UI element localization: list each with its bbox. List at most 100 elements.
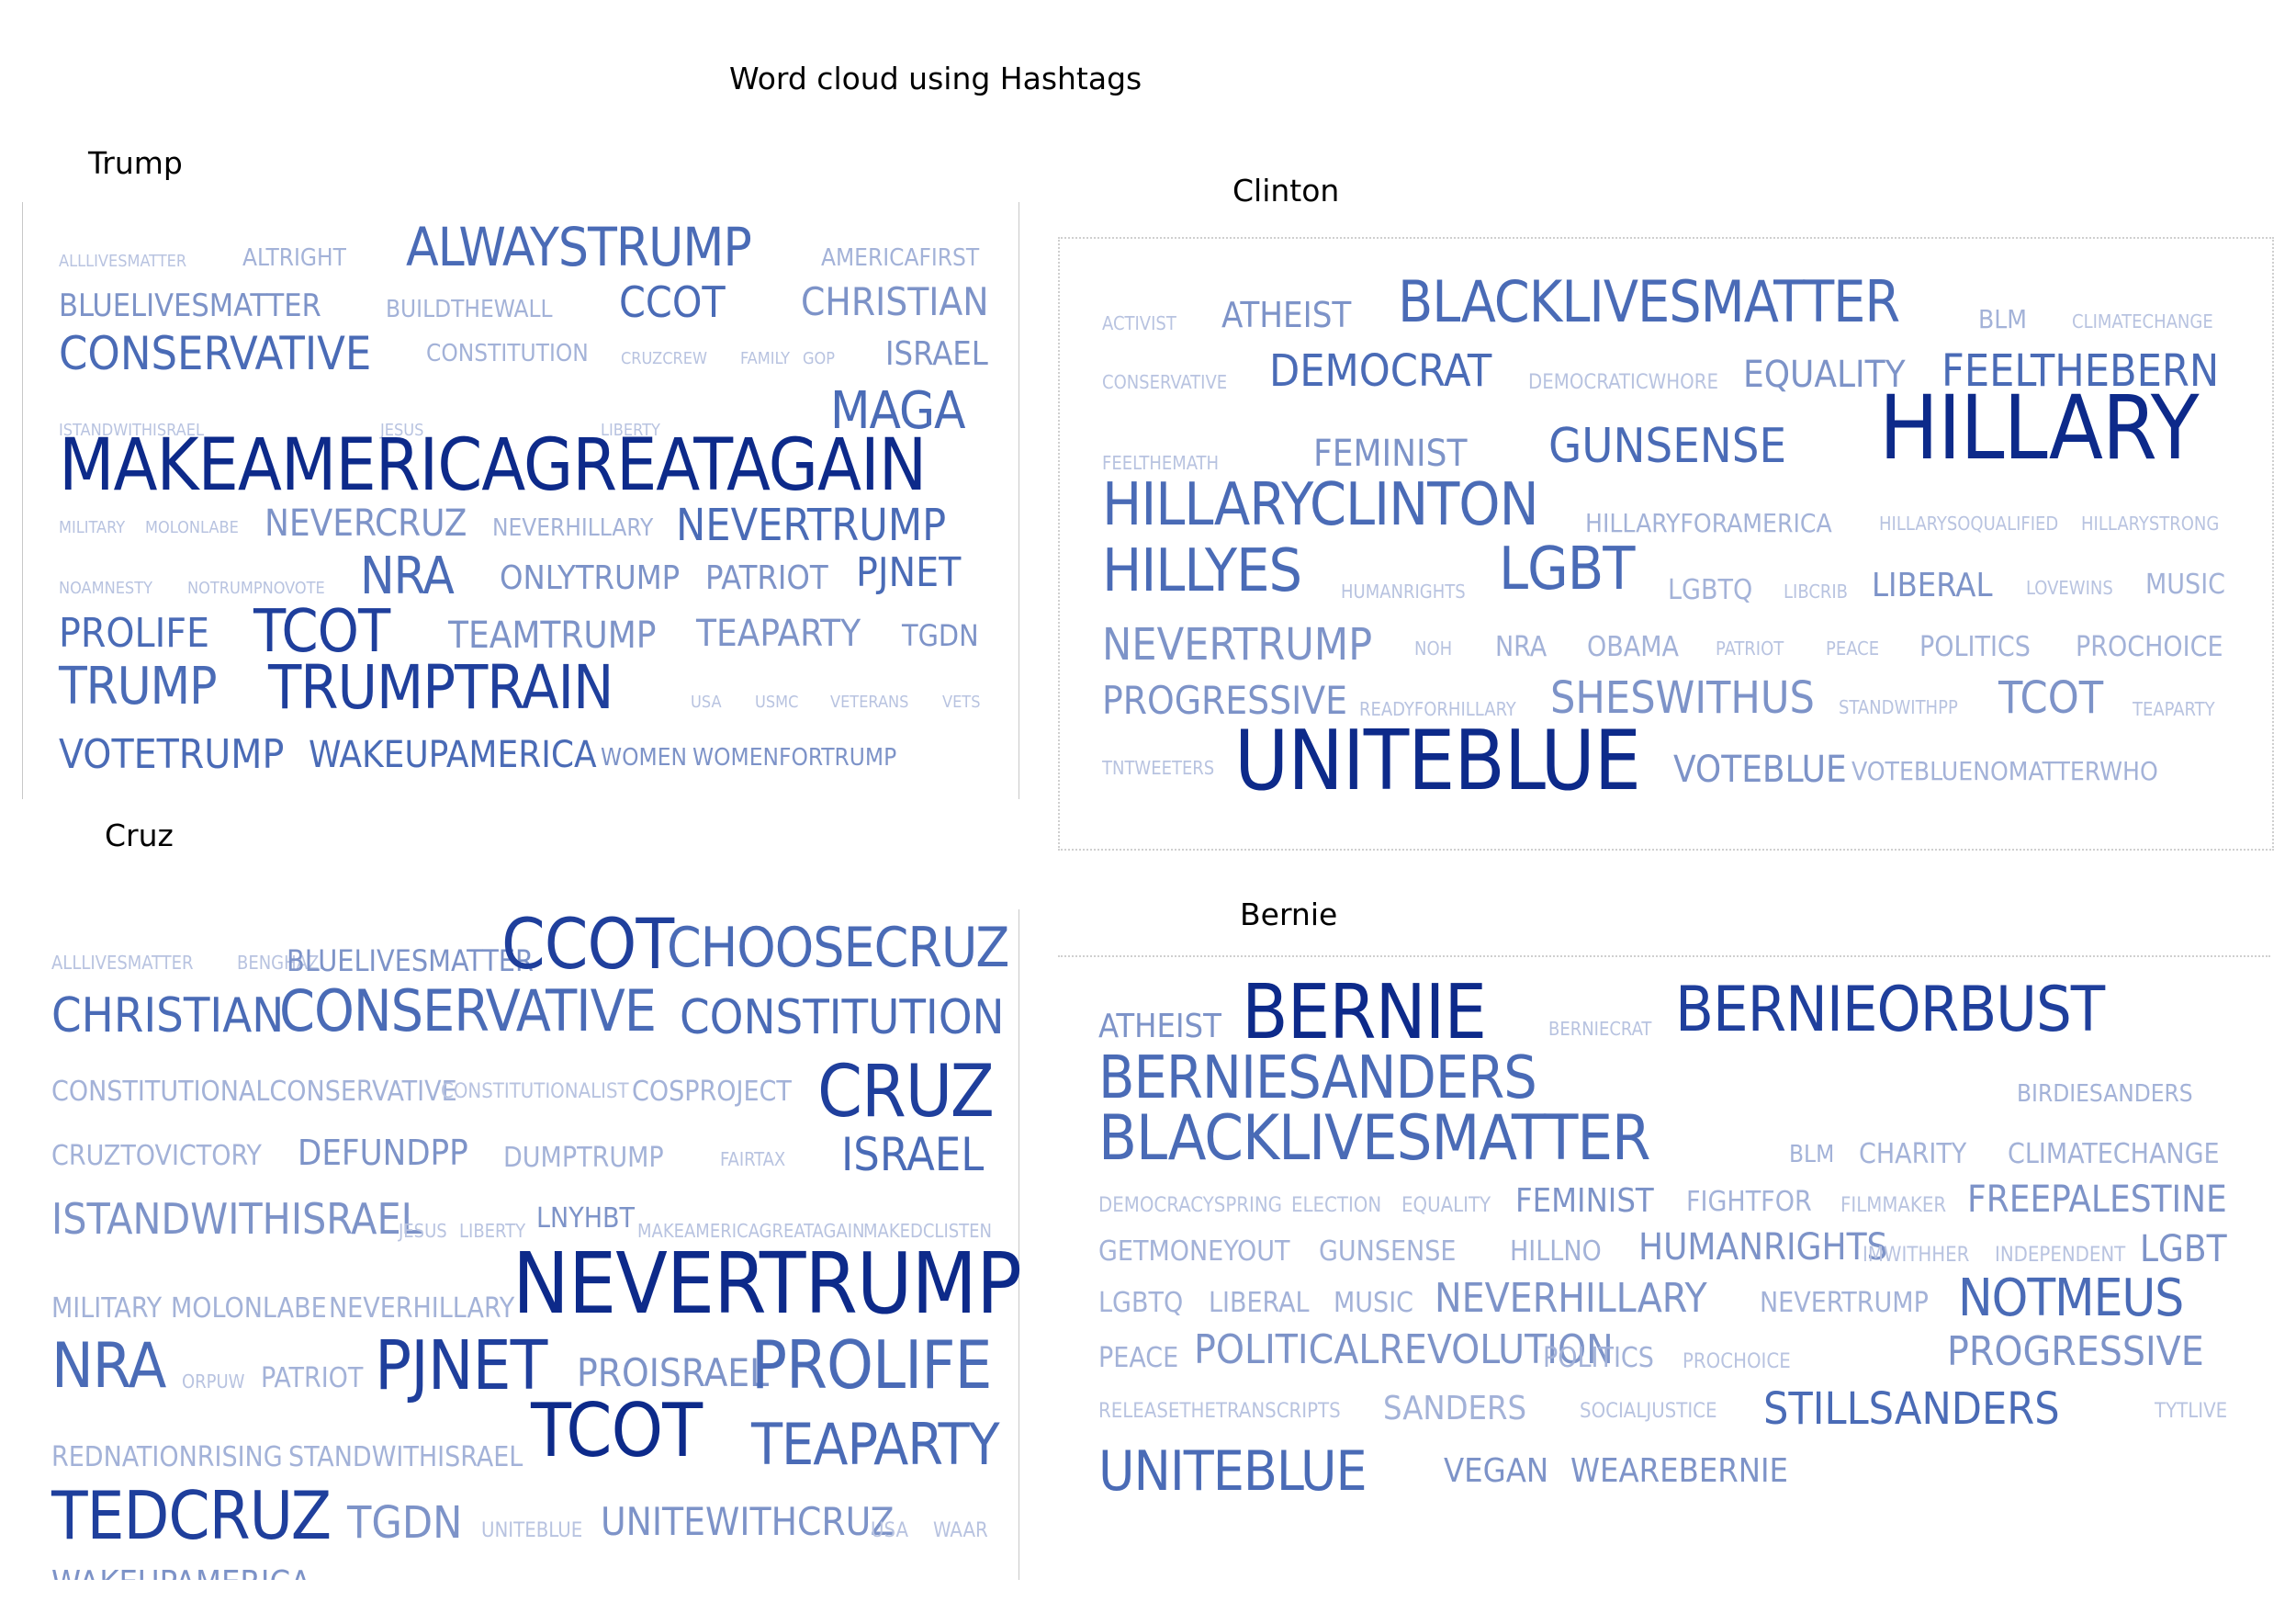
- hashtag-word: FREEPALESTINE: [1967, 1179, 2227, 1221]
- hashtag-word: STANDWITHISRAEL: [288, 1441, 523, 1473]
- hashtag-word: PATRIOT: [261, 1362, 364, 1394]
- hashtag-word: LIBERAL: [1872, 567, 1993, 604]
- hashtag-word: NEVERTRUMP: [512, 1235, 1022, 1333]
- hashtag-word: HILLARYCLINTON: [1102, 471, 1539, 539]
- hashtag-word: POLITICS: [1919, 631, 2031, 663]
- hashtag-word: HUMANRIGHTS: [1341, 581, 1466, 603]
- hashtag-word: READYFORHILLARY: [1359, 698, 1516, 720]
- hashtag-word: SOCIALJUSTICE: [1580, 1400, 1717, 1423]
- hashtag-word: HILLNO: [1510, 1235, 1602, 1268]
- word-cloud-trump: ALLLIVESMATTER ALTRIGHT ALWAYSTRUMP AMERICA…: [22, 202, 1023, 799]
- hashtag-word: NOTMEUS: [1958, 1269, 2184, 1328]
- hashtag-word: ISRAEL: [841, 1128, 985, 1181]
- word-cloud-cruz: ALLLIVESMATTER BENGHAZI BLUELIVESMATTER CCO…: [22, 909, 1023, 1580]
- hashtag-word: LIBERTY: [459, 1220, 526, 1242]
- hashtag-word: NRA: [360, 547, 455, 606]
- hashtag-word: PROGRESSIVE: [1102, 678, 1348, 723]
- hashtag-word: CHOOSECRUZ: [667, 916, 1009, 980]
- hashtag-word: NRA: [1495, 631, 1548, 663]
- hashtag-word: PEACE: [1826, 637, 1880, 660]
- hashtag-word: EQUALITY: [1401, 1194, 1491, 1217]
- hashtag-word: NEVERTRUMP: [1760, 1287, 1929, 1319]
- hashtag-word: ISTANDWITHISRAEL: [51, 1194, 422, 1244]
- hashtag-word: TCOT: [253, 598, 390, 666]
- hashtag-word: DUMPTRUMP: [503, 1142, 664, 1174]
- hashtag-word: WOMENFORTRUMP: [692, 744, 897, 772]
- hashtag-word: MILITARY: [59, 518, 126, 537]
- hashtag-word: ALLLIVESMATTER: [59, 252, 187, 271]
- hashtag-word: MAKEDCLISTEN: [863, 1220, 992, 1242]
- hashtag-word: BIRDIESANDERS: [2017, 1080, 2193, 1108]
- hashtag-word: HUMANRIGHTS: [1638, 1226, 1888, 1269]
- hashtag-word: WEAREBERNIE: [1570, 1452, 1789, 1490]
- hashtag-word: USA: [691, 693, 722, 712]
- hashtag-word: CHRISTIAN: [801, 279, 989, 324]
- hashtag-word: STANDWITHPP: [1839, 696, 1958, 718]
- hashtag-word: ALWAYSTRUMP: [406, 216, 752, 278]
- hashtag-word: TGDN: [902, 618, 979, 653]
- hashtag-word: PATRIOT: [705, 559, 828, 597]
- hashtag-word: BLUELIVESMATTER: [59, 288, 321, 324]
- hashtag-word: MUSIC: [1334, 1287, 1413, 1319]
- hashtag-word: ONLYTRUMP: [500, 559, 681, 597]
- hashtag-word: LGBT: [2140, 1228, 2227, 1270]
- hashtag-word: USMC: [755, 693, 799, 712]
- hashtag-word: CONSTITUTIONALIST: [441, 1080, 629, 1103]
- hashtag-word: PROCHOICE: [1683, 1350, 1791, 1373]
- hashtag-word: USA: [871, 1519, 909, 1542]
- hashtag-word: ALLLIVESMATTER: [51, 952, 194, 974]
- hashtag-word: LIBCRIB: [1784, 581, 1849, 603]
- hashtag-word: CONSERVATIVE: [1102, 371, 1228, 393]
- hashtag-word: PROISRAEL: [577, 1350, 770, 1395]
- cloud-label-cruz: Cruz: [105, 818, 174, 853]
- hashtag-word: WAAR: [933, 1519, 988, 1542]
- hashtag-word: ACTIVIST: [1102, 312, 1176, 334]
- hashtag-word: CONSERVATIVE: [279, 977, 657, 1044]
- hashtag-word: WOMEN: [601, 744, 687, 772]
- hashtag-word: SANDERS: [1383, 1390, 1527, 1427]
- hashtag-word: HILLARYSTRONG: [2081, 513, 2220, 535]
- hashtag-word: MUSIC: [2145, 569, 2225, 601]
- hashtag-word: WAKEUPAMERICA: [309, 734, 597, 776]
- hashtag-word: CLIMATECHANGE: [2072, 310, 2213, 333]
- hashtag-word: INDEPENDENT: [1995, 1244, 2126, 1267]
- hashtag-word: GUNSENSE: [1548, 419, 1787, 474]
- hashtag-word: MOLONLABE: [171, 1292, 327, 1325]
- hashtag-word: HILLARYSOQUALIFIED: [1879, 513, 2059, 535]
- word-cloud-clinton: ACTIVIST ATHEIST BLACKLIVESMATTER BLM CLIMAT…: [1058, 237, 2270, 847]
- hashtag-word: VOTETRUMP: [59, 731, 285, 778]
- hashtag-word: WAKEUPAMERICA: [51, 1567, 310, 1581]
- hashtag-word: PATRIOT: [1716, 637, 1784, 660]
- hashtag-word: LNYHBT: [536, 1202, 635, 1235]
- hashtag-word: NOH: [1414, 637, 1453, 660]
- hashtag-word: VETERANS: [830, 693, 909, 712]
- hashtag-word: CONSTITUTION: [426, 340, 589, 367]
- hashtag-word: MOLONLABE: [145, 518, 239, 537]
- hashtag-word: MAGA: [830, 381, 965, 441]
- hashtag-word: ISTANDWITHISRAEL: [59, 421, 204, 440]
- hashtag-word: TEAPARTY: [2133, 698, 2215, 720]
- hashtag-word: BENGHAZI: [237, 952, 324, 974]
- hashtag-word: VOTEBLUENOMATTERWHO: [1851, 756, 2158, 786]
- hashtag-word: LGBTQ: [1098, 1287, 1184, 1319]
- hashtag-word: NEVERTRUMP: [1102, 619, 1373, 671]
- word-cloud-bernie: ATHEIST BERNIE BERNIECRAT BERNIEORBUST BERNI…: [1058, 955, 2270, 1543]
- hashtag-word: FIGHTFOR: [1686, 1186, 1812, 1218]
- hashtag-word: TEAMTRUMP: [448, 615, 657, 657]
- hashtag-word: TCOT: [531, 1388, 703, 1473]
- hashtag-word: LGBTQ: [1668, 574, 1753, 606]
- hashtag-word: LOVEWINS: [2026, 577, 2113, 599]
- hashtag-word: BERNIECRAT: [1548, 1018, 1652, 1040]
- hashtag-word: BERNIE: [1242, 969, 1487, 1056]
- hashtag-word: PJNET: [375, 1326, 547, 1405]
- hashtag-word: FILMMAKER: [1840, 1194, 1947, 1217]
- hashtag-word: NRA: [51, 1330, 166, 1403]
- hashtag-word: FEELTHEMATH: [1102, 452, 1220, 474]
- hashtag-word: BLUELIVESMATTER: [287, 943, 534, 978]
- hashtag-word: DEMOCRACYSPRING: [1098, 1194, 1282, 1217]
- cloud-label-clinton: Clinton: [1232, 173, 1340, 209]
- hashtag-word: ORPUW: [182, 1370, 245, 1393]
- hashtag-word: BLM: [1789, 1141, 1835, 1168]
- hashtag-word: REDNATIONRISING: [51, 1441, 283, 1473]
- hashtag-word: CRUZCREW: [621, 349, 707, 368]
